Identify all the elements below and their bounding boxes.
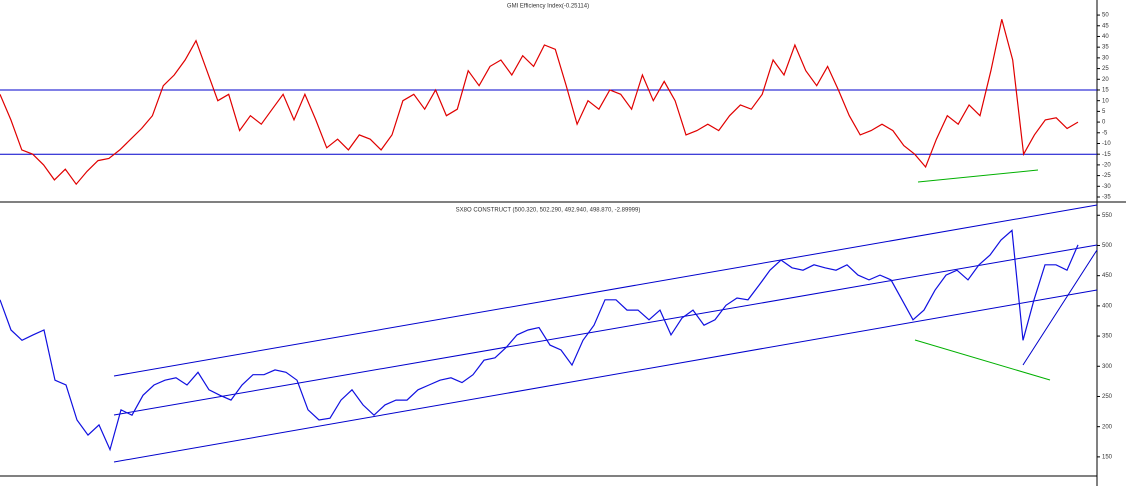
y-tick-label: 20 bbox=[1102, 77, 1109, 83]
y-tick-label: 40 bbox=[1102, 34, 1109, 40]
trend-line bbox=[113, 204, 1098, 377]
y-tick-label: -5 bbox=[1102, 130, 1108, 136]
y-tick-label: 10 bbox=[1102, 98, 1109, 104]
y-tick-label: 50 bbox=[1102, 13, 1109, 19]
y-tick-label: -25 bbox=[1102, 173, 1111, 179]
y-tick-label: 15 bbox=[1102, 88, 1109, 94]
data-line bbox=[0, 229, 1079, 452]
chart-title: GMI Efficiency Index(-0.25114) bbox=[507, 4, 589, 10]
data-line bbox=[0, 19, 1079, 186]
y-tick-label: 250 bbox=[1102, 394, 1113, 400]
divergence-line bbox=[917, 169, 1039, 183]
y-tick-label: 150 bbox=[1102, 454, 1113, 460]
y-tick-label: 35 bbox=[1102, 45, 1109, 51]
trend-line bbox=[113, 244, 1098, 416]
y-tick-label: 550 bbox=[1102, 213, 1113, 219]
y-tick-label: 5 bbox=[1102, 109, 1106, 115]
y-tick-label: -30 bbox=[1102, 184, 1111, 190]
y-tick-label: 45 bbox=[1102, 23, 1109, 29]
trend-line bbox=[1022, 249, 1098, 366]
y-tick-label: -15 bbox=[1102, 152, 1111, 158]
y-tick-label: 25 bbox=[1102, 66, 1109, 72]
y-tick-label: 0 bbox=[1102, 120, 1106, 126]
y-tick-label: -10 bbox=[1102, 141, 1111, 147]
y-tick-label: 350 bbox=[1102, 334, 1113, 340]
y-tick-label: 450 bbox=[1102, 273, 1113, 279]
y-tick-label: -35 bbox=[1102, 195, 1111, 201]
y-tick-label: 30 bbox=[1102, 55, 1109, 61]
chart-title: SX8O CONSTRUCT (500.320, 502.290, 492.94… bbox=[456, 208, 641, 214]
y-tick-label: 300 bbox=[1102, 364, 1113, 370]
y-tick-label: 200 bbox=[1102, 424, 1113, 430]
y-tick-label: 400 bbox=[1102, 303, 1113, 309]
trend-line bbox=[113, 289, 1098, 463]
y-tick-label: -20 bbox=[1102, 162, 1111, 168]
divergence-line bbox=[914, 339, 1051, 381]
y-tick-label: 500 bbox=[1102, 243, 1113, 249]
